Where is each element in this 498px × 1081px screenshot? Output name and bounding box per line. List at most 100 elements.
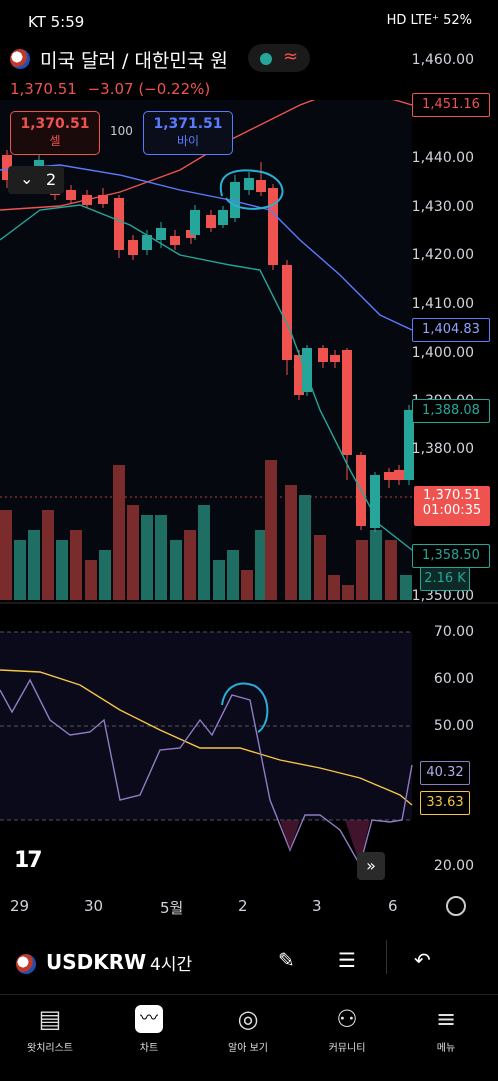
candle: [342, 350, 352, 455]
indicators-toggle[interactable]: ⌄ 2: [8, 166, 64, 194]
volume-bar: [400, 575, 412, 600]
buy-button[interactable]: 1,371.51 바이: [143, 111, 233, 155]
time-axis-label: 3: [312, 897, 322, 915]
nav-item-menu[interactable]: ≡ 메뉴: [396, 995, 496, 1081]
rsi-value-tag: 40.32: [420, 761, 470, 785]
volume-bar: [155, 515, 167, 600]
volume-bar: [370, 530, 382, 600]
candle: [206, 215, 216, 228]
mid-band-tag: 1,404.83: [412, 318, 490, 342]
buy-label: 바이: [176, 134, 200, 148]
price-axis-label: 1,410.00: [411, 296, 474, 312]
nav-label: 왓치리스트: [27, 1043, 73, 1054]
volume-bar: [170, 540, 182, 600]
volume-bar: [99, 550, 111, 600]
volume-bar: [285, 485, 297, 600]
annotation-circle-rsi: [221, 682, 269, 733]
nav-item-watchlist[interactable]: ▤ 왓치리스트: [0, 995, 100, 1081]
chart-icon: 〰: [135, 1005, 163, 1033]
market-status-pill[interactable]: [248, 44, 310, 72]
nav-item-chart[interactable]: 〰 차트: [99, 995, 199, 1081]
us-flag-icon: [10, 49, 30, 69]
scroll-to-latest-button[interactable]: »: [357, 852, 385, 880]
nav-item-community[interactable]: ⚇ 커뮤니티: [297, 995, 397, 1081]
volume-bar: [255, 530, 267, 600]
volume-bar: [328, 575, 340, 600]
candle: [156, 228, 166, 240]
status-bar: KT 5:59 HD LTE⁺ 52%: [0, 0, 498, 44]
price-axis-label: 1,430.00: [411, 199, 474, 215]
last-price: 1,370.51: [10, 80, 77, 98]
chart-canvas[interactable]: [0, 100, 498, 900]
candle: [128, 240, 138, 255]
compass-icon: ◎: [237, 1005, 259, 1033]
annotation-circle-price: [219, 169, 284, 210]
watchlist-icon: ▤: [38, 1005, 62, 1033]
candle: [66, 190, 76, 200]
candle: [294, 355, 304, 395]
rsi-ma-tag: 33.63: [420, 791, 470, 815]
volume-bar: [85, 560, 97, 600]
nav-label: 차트: [139, 1043, 159, 1054]
candle: [330, 355, 340, 362]
volume-bar: [14, 540, 26, 600]
time-axis-label: 30: [84, 897, 104, 915]
us-flag-icon: [16, 954, 36, 974]
candle: [218, 210, 228, 225]
candle: [282, 265, 292, 360]
time-axis-label: 2: [238, 897, 248, 915]
candle: [114, 198, 124, 250]
interval-selector[interactable]: 4시간: [150, 955, 193, 975]
volume-bar: [213, 560, 225, 600]
time-axis-label: 5월: [160, 899, 184, 917]
candle: [302, 348, 312, 392]
bottom-navigation: ▤ 왓치리스트 〰 차트 ◎ 알아 보기 ⚇ 커뮤니티 ≡ 메뉴: [0, 994, 498, 1081]
nav-item-compass[interactable]: ◎ 알아 보기: [198, 995, 298, 1081]
undo-icon[interactable]: ↶: [414, 948, 431, 972]
sell-price: 1,370.51: [20, 116, 90, 132]
rsi-axis-label: 70.00: [433, 624, 474, 640]
tradingview-logo-icon: 𝟭𝟳: [14, 848, 43, 873]
symbol-title[interactable]: 미국 달러 / 대한민국 원: [40, 50, 228, 72]
upper-band-line: [0, 100, 413, 211]
sell-button[interactable]: 1,370.51 셀: [10, 111, 100, 155]
rsi-axis-label: 50.00: [433, 718, 474, 734]
status-carrier-time: KT 5:59: [28, 13, 85, 31]
candle: [256, 180, 266, 192]
candle: [98, 195, 108, 204]
rsi-axis-label: 60.00: [433, 671, 474, 687]
candle: [268, 188, 278, 265]
mid-band-line: [0, 164, 413, 331]
lower-band-line: [0, 204, 413, 551]
time-axis-label: 6: [388, 897, 398, 915]
volume-bar: [0, 510, 12, 600]
settings-gear-icon[interactable]: [446, 896, 466, 916]
symbol-name[interactable]: USDKRW: [46, 950, 147, 974]
volume-bar: [141, 515, 153, 600]
price-axis-label: 1,400.00: [411, 345, 474, 361]
price-axis-label: 1,440.00: [411, 150, 474, 166]
price-axis-label: 1,420.00: [411, 247, 474, 263]
volume-bar: [265, 460, 277, 600]
volume-bar: [184, 530, 196, 600]
candle: [244, 178, 254, 190]
volume-bar: [127, 505, 139, 600]
lower-band-tag: 1,358.50: [412, 544, 490, 568]
drawing-pencil-icon[interactable]: ✎: [278, 948, 295, 972]
volume-bar: [70, 530, 82, 600]
volume-bar: [227, 550, 239, 600]
candle: [384, 472, 394, 480]
volume-bar: [342, 585, 354, 600]
candle: [170, 236, 180, 245]
price-axis-label: 1,380.00: [411, 441, 474, 457]
candle: [2, 155, 12, 180]
indicators-sliders-icon[interactable]: ☰: [338, 948, 356, 972]
indicator-count: 2: [46, 170, 57, 189]
bar-countdown: 01:00:35: [422, 503, 482, 518]
rsi-ma-line: [0, 669, 413, 806]
status-icons: HD LTE⁺ 52%: [386, 13, 472, 28]
price-line: 1,370.51 −3.07 (−0.22%): [10, 80, 210, 98]
candle: [370, 475, 380, 528]
last-price-tag: 1,370.51 01:00:35: [414, 486, 490, 526]
volume-bar: [356, 540, 368, 600]
